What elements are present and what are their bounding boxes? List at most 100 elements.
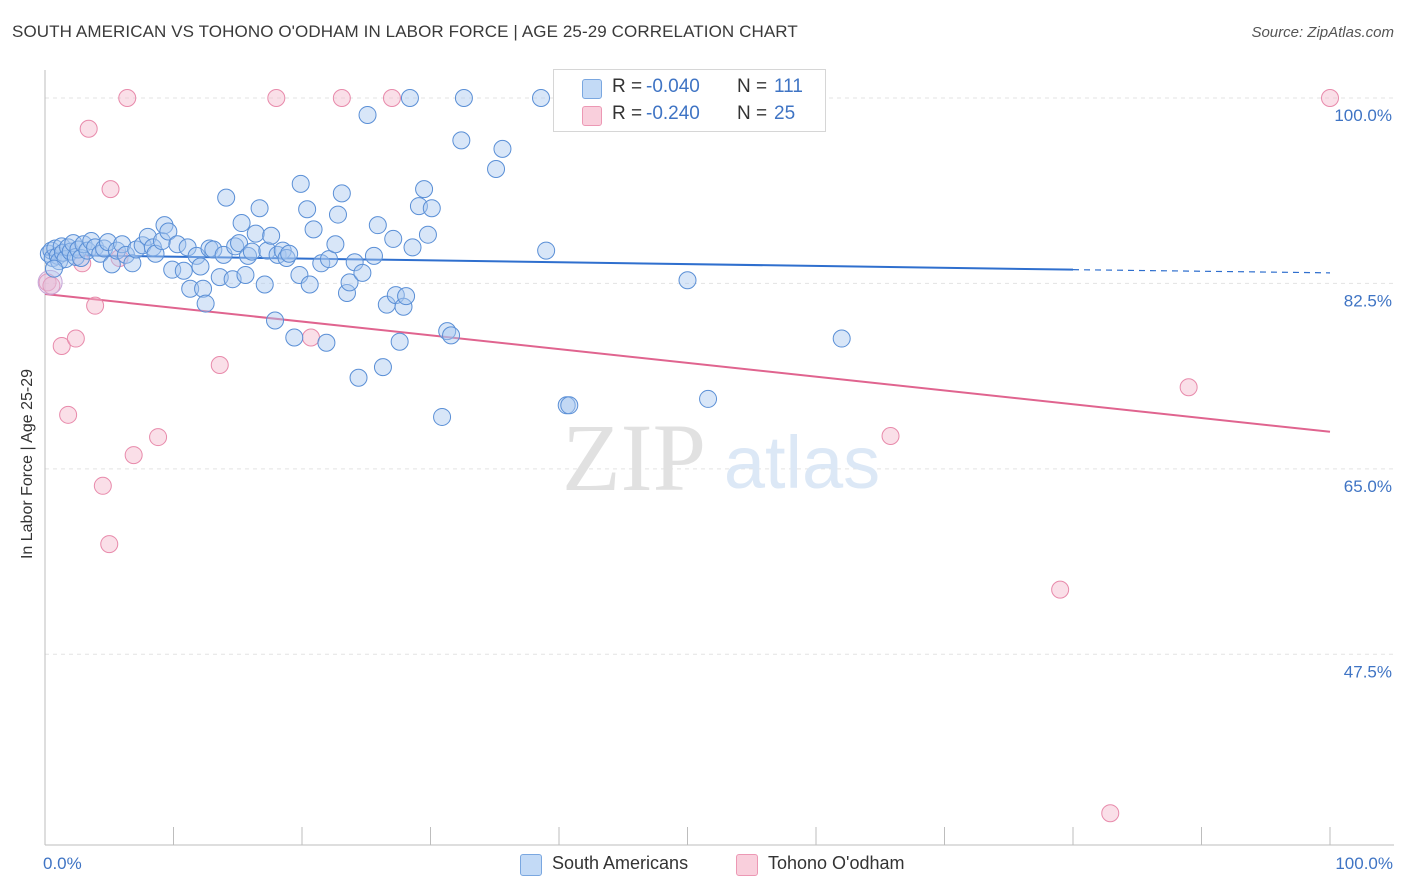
legend-n-label: N = — [737, 103, 768, 124]
point-south-americans — [285, 328, 304, 347]
point-south-americans — [102, 255, 121, 274]
watermark-atlas: atlas — [724, 421, 880, 504]
point-south-americans — [418, 225, 437, 244]
point-south-americans — [152, 232, 171, 251]
point-south-americans — [298, 200, 317, 219]
legend-row-south-americans: R = -0.040 N = 111 — [554, 72, 825, 102]
x-tick-labels: 0.0% 100.0% — [43, 854, 1393, 873]
point-south-americans — [319, 250, 338, 269]
point-south-americans — [159, 222, 178, 241]
point-tohono — [1179, 378, 1198, 397]
chart-title: SOUTH AMERICAN VS TOHONO O'ODHAM IN LABO… — [12, 22, 798, 41]
point-south-americans — [230, 234, 249, 253]
y-tick-label: 47.5% — [1344, 662, 1392, 681]
chart-source: Source: ZipAtlas.com — [1251, 24, 1394, 41]
point-south-americans — [349, 368, 368, 387]
series-legend: South Americans Tohono O'odham — [0, 851, 1406, 879]
point-south-americans — [250, 199, 269, 218]
point-south-americans — [337, 283, 356, 302]
point-south-americans — [242, 242, 261, 261]
point-south-americans — [678, 271, 697, 290]
point-tohono — [267, 89, 286, 108]
point-south-americans — [266, 311, 285, 330]
point-south-americans — [196, 294, 215, 313]
trendline-tohono — [44, 293, 1331, 433]
axes — [44, 70, 1394, 846]
y-tick-label: 100.0% — [1334, 106, 1392, 125]
legend-label: South Americans — [552, 853, 689, 873]
point-tohono — [210, 356, 229, 375]
point-south-americans — [454, 89, 473, 108]
y-tick-label: 65.0% — [1344, 477, 1392, 496]
point-south-americans — [368, 216, 387, 235]
point-tohono — [124, 446, 143, 465]
point-tohono — [1051, 580, 1070, 599]
point-tohono — [79, 119, 98, 138]
point-tohono — [881, 427, 900, 446]
point-south-americans — [358, 105, 377, 124]
point-south-americans — [373, 358, 392, 377]
legend-label: Tohono O'odham — [768, 853, 905, 873]
point-south-americans — [332, 184, 351, 203]
point-south-americans — [317, 333, 336, 352]
point-south-americans — [328, 205, 347, 224]
point-south-americans — [280, 244, 299, 263]
y-tick-labels: 100.0% 82.5% 65.0% 47.5% — [1334, 106, 1392, 681]
point-tohono — [332, 89, 351, 108]
gridlines — [45, 97, 1394, 655]
legend-row-tohono: R = -0.240 N = 25 — [554, 99, 825, 129]
point-south-americans — [236, 265, 255, 284]
point-south-americans — [403, 238, 422, 257]
point-tohono — [118, 89, 137, 108]
series-south-americans-points — [39, 89, 851, 426]
point-tohono — [100, 535, 119, 554]
point-south-americans — [452, 131, 471, 150]
point-south-americans — [384, 229, 403, 248]
point-south-americans — [353, 263, 372, 282]
point-tohono — [1101, 804, 1120, 823]
point-south-americans — [163, 260, 182, 279]
legend-r-value: -0.240 — [646, 103, 700, 124]
point-south-americans — [560, 396, 579, 415]
legend-n-value: 111 — [774, 76, 803, 97]
point-tohono — [101, 180, 120, 199]
point-south-americans — [326, 235, 345, 254]
legend-n-value: 25 — [774, 103, 796, 124]
point-tohono — [93, 476, 112, 495]
watermark-zip: ZIP — [562, 404, 706, 511]
legend-n-label: N = — [737, 76, 768, 97]
y-axis-label: In Labor Force | Age 25-29 — [19, 368, 36, 560]
y-tick-label: 82.5% — [1344, 291, 1392, 310]
point-south-americans — [493, 139, 512, 158]
point-south-americans — [397, 287, 416, 306]
point-south-americans — [232, 214, 251, 233]
point-south-americans — [487, 160, 506, 179]
point-south-americans — [394, 297, 413, 316]
point-south-americans — [415, 180, 434, 199]
point-south-americans — [345, 253, 364, 272]
point-south-americans — [138, 227, 157, 246]
point-south-americans — [291, 174, 310, 193]
legend-swatch-blue — [520, 854, 542, 876]
point-south-americans — [300, 275, 319, 294]
point-tohono — [382, 89, 401, 108]
point-south-americans — [194, 279, 213, 298]
point-tohono — [86, 296, 105, 315]
point-south-americans — [246, 224, 265, 243]
point-south-americans — [699, 389, 718, 408]
point-south-americans — [422, 199, 441, 218]
point-south-americans — [304, 220, 323, 239]
point-south-americans — [191, 257, 210, 276]
point-south-americans — [433, 407, 452, 426]
point-south-americans — [340, 273, 359, 292]
point-south-americans — [537, 241, 556, 260]
legend-r-label: R = — [612, 103, 643, 124]
x-tick-label: 0.0% — [43, 854, 82, 873]
series-tohono-points — [37, 89, 1339, 823]
point-south-americans — [123, 254, 142, 273]
point-south-americans — [258, 241, 277, 260]
legend-swatch-blue — [582, 79, 602, 99]
point-tohono — [301, 328, 320, 347]
point-south-americans — [181, 279, 200, 298]
